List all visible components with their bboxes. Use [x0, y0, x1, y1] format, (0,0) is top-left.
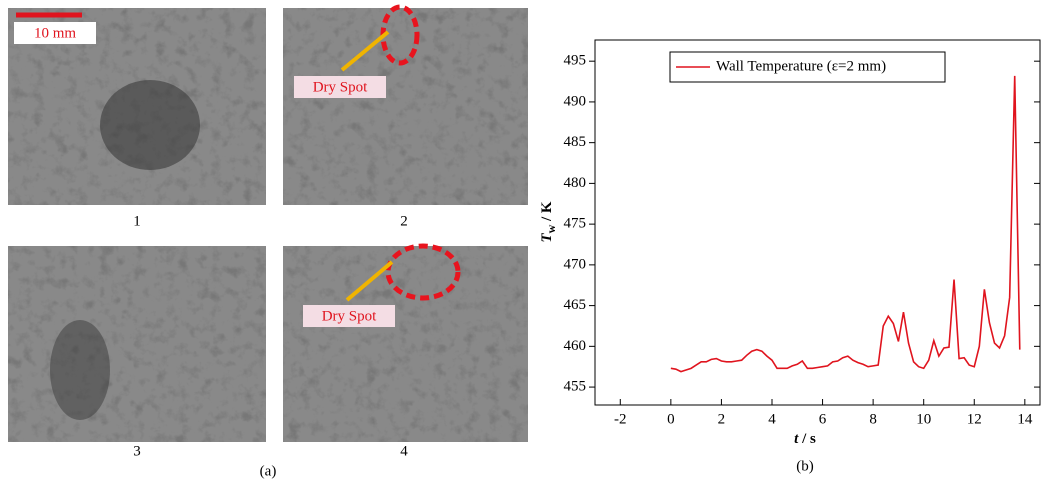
photo-label: 4: [400, 443, 408, 459]
pointer: [345, 260, 394, 302]
x-tick-label: 8: [869, 411, 877, 427]
photo-shade: [100, 80, 200, 170]
y-tick-label: 455: [564, 379, 587, 395]
x-tick-label: 0: [667, 411, 675, 427]
y-tick-label: 470: [564, 256, 587, 272]
x-tick-label: 14: [1017, 411, 1033, 427]
x-tick-label: 12: [967, 411, 982, 427]
scale-label: 10 mm: [34, 25, 76, 41]
y-tick-label: 480: [564, 175, 587, 191]
caption: (b): [796, 458, 814, 474]
data-line: [670, 75, 1021, 373]
label-box: [294, 76, 386, 98]
scale-box: [14, 22, 96, 44]
legend-label: Wall Temperature (ε=2 mm): [716, 58, 886, 74]
photo-texture: [283, 246, 528, 442]
x-axis-label-symbol: t: [794, 431, 799, 447]
x-axis-label-unit: / s: [798, 431, 816, 447]
x-tick-label: 6: [819, 411, 827, 427]
annotation: Dry Spot: [313, 79, 368, 95]
x-axis-label: t / s: [794, 431, 816, 447]
photo-label: 3: [133, 443, 141, 459]
photo-shade: [50, 320, 110, 420]
pointer: [340, 30, 390, 72]
x-tick-label: 2: [718, 411, 726, 427]
y-axis-label: Tw / K: [539, 201, 557, 243]
photo-texture: [8, 246, 266, 442]
photo-label: 1: [133, 213, 141, 229]
x-tick-label: 4: [768, 411, 776, 427]
chart: -2 0 2 4 6 8 10 12 14 455 460 465 470 475 480 485 490 495…: [539, 39, 1041, 447]
annotation: Dry Spot: [322, 308, 377, 324]
y-axis-label-symbol: T: [539, 233, 555, 243]
y-tick-label: 495: [564, 53, 587, 69]
legend-box: [669, 51, 946, 83]
y-tick-label: 490: [564, 93, 587, 109]
y-axis-label-unit: / K: [539, 201, 555, 225]
y-tick-label: 460: [564, 338, 587, 354]
plot-frame: [594, 39, 1041, 406]
label-box: [303, 305, 395, 327]
y-axis-label-subscript: w: [544, 224, 558, 233]
x-tick-label: -2: [614, 411, 627, 427]
photos: 10 mm Dry Spot Dry Spot 1 2 3 4 (a): [8, 4, 528, 479]
photo-texture: [283, 8, 528, 205]
dry-spot-ellipse: [385, 243, 461, 301]
y-tick-label: 485: [564, 134, 587, 150]
y-tick-label: 465: [564, 297, 587, 313]
caption: (a): [260, 463, 277, 479]
x-tick-label: 10: [916, 411, 931, 427]
photo-label: 2: [400, 213, 408, 229]
y-tick-label: 475: [564, 216, 587, 232]
